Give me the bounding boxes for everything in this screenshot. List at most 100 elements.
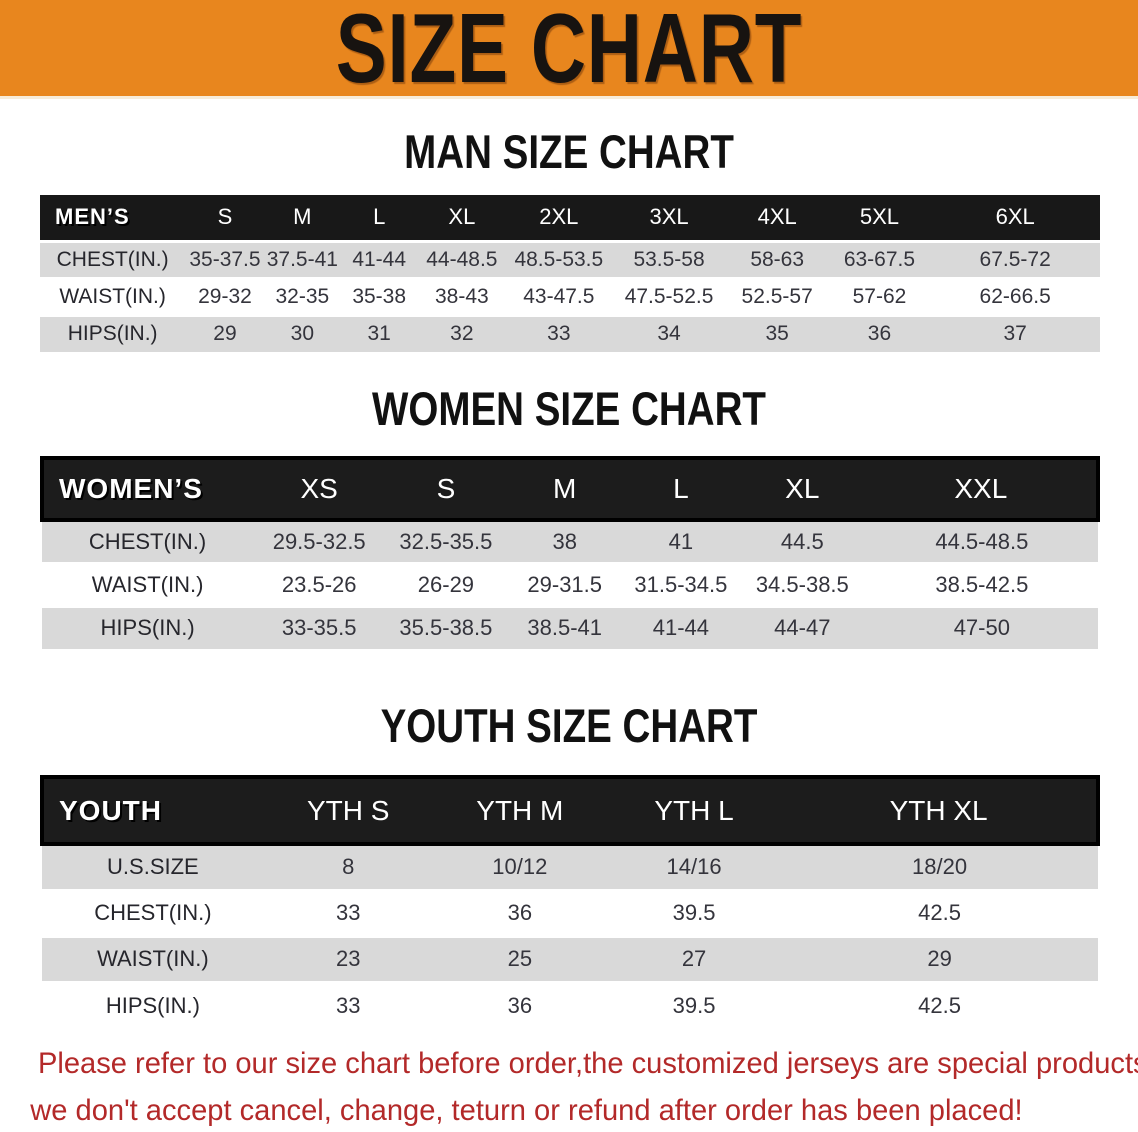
youth-size-table: YOUTH YTH S YTH M YTH L YTH XL U.S.SIZE … bbox=[40, 775, 1100, 1028]
cell: 34 bbox=[612, 313, 726, 352]
cell: 47-50 bbox=[865, 604, 1098, 649]
cell: 35.5-38.5 bbox=[385, 604, 507, 649]
mens-col-5xl: 5XL bbox=[828, 195, 931, 241]
cell: 41 bbox=[622, 518, 739, 563]
mens-col-6xl: 6XL bbox=[930, 195, 1100, 241]
youth-hips-row: HIPS(IN.) 33 36 39.5 42.5 bbox=[42, 980, 1098, 1028]
cell: 43-47.5 bbox=[505, 276, 613, 315]
mens-header-row: MEN’S S M L XL 2XL 3XL 4XL 5XL 6XL bbox=[40, 195, 1100, 241]
man-section-heading: MAN SIZE CHART bbox=[404, 125, 734, 178]
disclaimer-line-1: Please refer to our size chart before or… bbox=[38, 1047, 1138, 1080]
cell: 57-62 bbox=[828, 276, 931, 315]
row-label: HIPS(IN.) bbox=[42, 980, 264, 1028]
cell: 42.5 bbox=[781, 980, 1098, 1028]
womens-hips-row: HIPS(IN.) 33-35.5 35.5-38.5 38.5-41 41-4… bbox=[42, 604, 1098, 649]
cell: 41-44 bbox=[622, 604, 739, 649]
cell: 36 bbox=[432, 980, 607, 1028]
womens-col-xs: XS bbox=[253, 456, 386, 522]
cell: 63-67.5 bbox=[828, 239, 931, 278]
cell: 32-35 bbox=[264, 276, 340, 315]
youth-section-heading: YOUTH SIZE CHART bbox=[380, 699, 758, 752]
mens-waist-row: WAIST(IN.) 29-32 32-35 35-38 38-43 43-47… bbox=[40, 276, 1100, 315]
mens-table-wrap: MEN’S S M L XL 2XL 3XL 4XL 5XL 6XL CHEST… bbox=[0, 195, 1138, 352]
cell: 25 bbox=[432, 934, 607, 982]
cell: 35-37.5 bbox=[185, 239, 265, 278]
womens-header-row: WOMEN’S XS S M L XL XXL bbox=[39, 456, 1101, 522]
mens-col-l: L bbox=[339, 195, 419, 241]
size-chart-banner: SIZE CHART bbox=[0, 0, 1138, 99]
youth-col-m: YTH M bbox=[432, 775, 607, 846]
cell: 26-29 bbox=[385, 561, 507, 606]
mens-table-label: MEN’S bbox=[40, 195, 186, 241]
mens-col-3xl: 3XL bbox=[612, 195, 726, 241]
row-label: HIPS(IN.) bbox=[40, 313, 186, 352]
cell: 33 bbox=[263, 888, 433, 936]
cell: 38.5-42.5 bbox=[865, 561, 1098, 606]
row-label: CHEST(IN.) bbox=[42, 518, 254, 563]
cell: 33-35.5 bbox=[253, 604, 386, 649]
cell: 44-48.5 bbox=[418, 239, 506, 278]
mens-col-2xl: 2XL bbox=[505, 195, 613, 241]
row-label: CHEST(IN.) bbox=[42, 888, 264, 936]
row-label: WAIST(IN.) bbox=[42, 561, 254, 606]
row-label: CHEST(IN.) bbox=[40, 239, 186, 278]
cell: 44.5-48.5 bbox=[865, 518, 1098, 563]
cell: 37.5-41 bbox=[264, 239, 340, 278]
cell: 14/16 bbox=[606, 842, 782, 890]
cell: 52.5-57 bbox=[725, 276, 829, 315]
mens-hips-row: HIPS(IN.) 29 30 31 32 33 34 35 36 37 bbox=[40, 313, 1100, 352]
womens-col-xl: XL bbox=[738, 456, 866, 522]
cell: 53.5-58 bbox=[612, 239, 726, 278]
cell: 39.5 bbox=[606, 888, 782, 936]
mens-col-m: M bbox=[264, 195, 340, 241]
cell: 48.5-53.5 bbox=[505, 239, 613, 278]
youth-waist-row: WAIST(IN.) 23 25 27 29 bbox=[42, 934, 1098, 982]
womens-table-label: WOMEN’S bbox=[39, 456, 254, 522]
cell: 29 bbox=[781, 934, 1098, 982]
cell: 29.5-32.5 bbox=[253, 518, 386, 563]
cell: 67.5-72 bbox=[930, 239, 1100, 278]
mens-size-table: MEN’S S M L XL 2XL 3XL 4XL 5XL 6XL CHEST… bbox=[40, 195, 1100, 352]
banner-title: SIZE CHART bbox=[335, 0, 803, 99]
youth-chest-row: CHEST(IN.) 33 36 39.5 42.5 bbox=[42, 888, 1098, 936]
cell: 29-32 bbox=[185, 276, 265, 315]
womens-col-xxl: XXL bbox=[865, 456, 1101, 522]
cell: 47.5-52.5 bbox=[612, 276, 726, 315]
cell: 31 bbox=[339, 313, 419, 352]
cell: 38-43 bbox=[418, 276, 506, 315]
youth-header-row: YOUTH YTH S YTH M YTH L YTH XL bbox=[40, 775, 1100, 846]
cell: 36 bbox=[828, 313, 931, 352]
cell: 44.5 bbox=[738, 518, 866, 563]
cell: 38 bbox=[506, 518, 623, 563]
cell: 62-66.5 bbox=[930, 276, 1100, 315]
cell: 38.5-41 bbox=[506, 604, 623, 649]
cell: 58-63 bbox=[725, 239, 829, 278]
disclaimer-line-2: we don't accept cancel, change, teturn o… bbox=[30, 1094, 1023, 1127]
mens-col-s: S bbox=[185, 195, 265, 241]
cell: 8 bbox=[263, 842, 433, 890]
youth-table-wrap: YOUTH YTH S YTH M YTH L YTH XL U.S.SIZE … bbox=[0, 775, 1138, 1028]
cell: 36 bbox=[432, 888, 607, 936]
youth-col-s: YTH S bbox=[263, 775, 433, 846]
mens-col-xl: XL bbox=[418, 195, 506, 241]
cell: 44-47 bbox=[738, 604, 866, 649]
womens-size-table: WOMEN’S XS S M L XL XXL CHEST(IN.) 29.5-… bbox=[39, 456, 1101, 649]
youth-col-xl: YTH XL bbox=[781, 775, 1100, 846]
row-label: WAIST(IN.) bbox=[42, 934, 264, 982]
cell: 39.5 bbox=[606, 980, 782, 1028]
cell: 10/12 bbox=[432, 842, 607, 890]
womens-col-s: S bbox=[385, 456, 507, 522]
row-label: U.S.SIZE bbox=[42, 842, 264, 890]
cell: 34.5-38.5 bbox=[738, 561, 866, 606]
youth-ussize-row: U.S.SIZE 8 10/12 14/16 18/20 bbox=[42, 842, 1098, 890]
cell: 30 bbox=[264, 313, 340, 352]
cell: 41-44 bbox=[339, 239, 419, 278]
cell: 35 bbox=[725, 313, 829, 352]
disclaimer-text: Please refer to our size chart before or… bbox=[30, 1040, 1138, 1132]
row-label: HIPS(IN.) bbox=[42, 604, 254, 649]
mens-chest-row: CHEST(IN.) 35-37.5 37.5-41 41-44 44-48.5… bbox=[40, 239, 1100, 278]
women-section-heading: WOMEN SIZE CHART bbox=[372, 382, 766, 435]
cell: 33 bbox=[263, 980, 433, 1028]
womens-waist-row: WAIST(IN.) 23.5-26 26-29 29-31.5 31.5-34… bbox=[42, 561, 1098, 606]
row-label: WAIST(IN.) bbox=[40, 276, 186, 315]
